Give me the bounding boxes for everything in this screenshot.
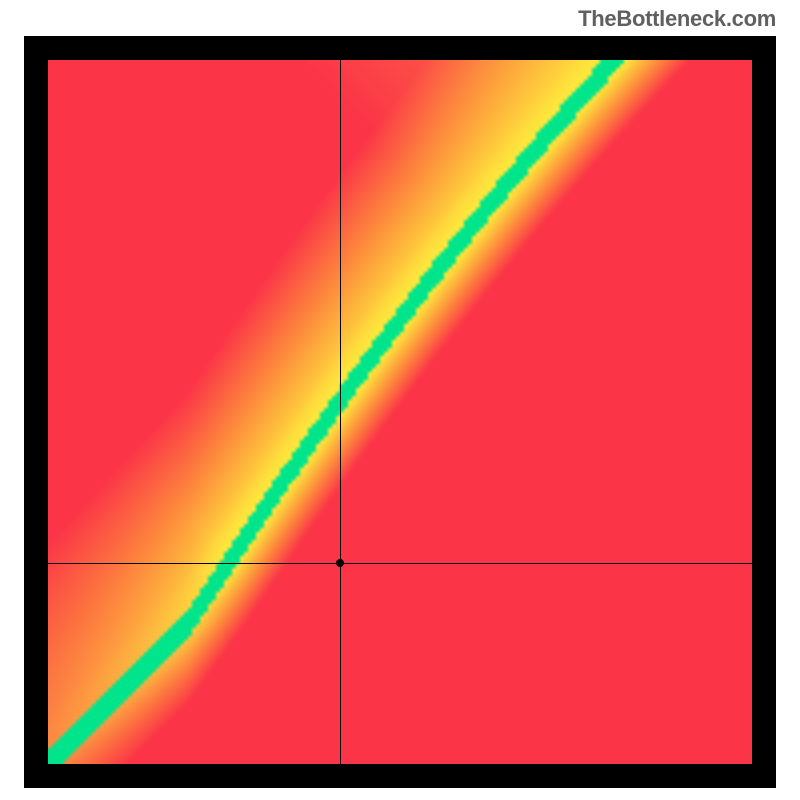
plot-frame (24, 36, 776, 788)
crosshair-vertical (340, 60, 341, 764)
bottleneck-heatmap (48, 60, 752, 764)
chart-container: TheBottleneck.com (0, 0, 800, 800)
attribution-text: TheBottleneck.com (578, 6, 776, 32)
crosshair-marker-dot (336, 559, 344, 567)
crosshair-horizontal (48, 563, 752, 564)
